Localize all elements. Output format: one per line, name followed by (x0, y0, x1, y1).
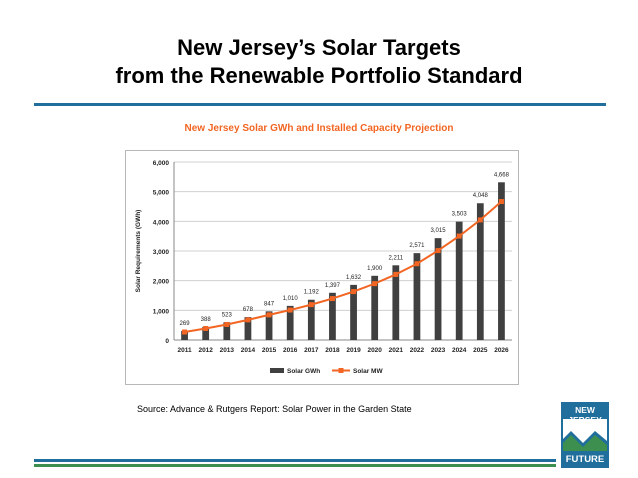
y-tick-label: 2,000 (153, 279, 170, 286)
x-tick-label: 2023 (431, 347, 446, 354)
point-solar-mw (414, 261, 420, 267)
slide-title-line2: from the Renewable Portfolio Standard (115, 63, 523, 88)
chart-frame: 0 1,000 2,000 3,000 4,000 5,000 6,000 Solar Req… (125, 150, 519, 385)
bar-solar-gwh (202, 326, 210, 340)
chart-svg: 0 1,000 2,000 3,000 4,000 5,000 6,000 Solar Req… (135, 160, 512, 375)
point-solar-mw (477, 217, 483, 223)
data-label-solar-mw: 4,048 (473, 193, 489, 199)
footer-rule-green (34, 464, 556, 467)
source-note: Source: Advance & Rutgers Report: Solar … (137, 404, 412, 414)
bar-solar-gwh (476, 203, 484, 340)
point-solar-mw (498, 199, 504, 205)
legend-marker-solar-mw (338, 368, 344, 373)
y-tick-label: 5,000 (153, 190, 170, 197)
title-divider (34, 103, 606, 106)
data-label-solar-mw: 3,503 (452, 212, 468, 218)
data-label-solar-mw: 1,010 (283, 296, 299, 302)
footer-rule-blue (34, 459, 556, 462)
slide-title-line1: New Jersey’s Solar Targets (177, 35, 461, 60)
point-solar-mw (329, 296, 335, 302)
nj-future-logo: NEW JERSEY FUTURE (561, 402, 609, 468)
x-tick-label: 2015 (262, 347, 277, 354)
bar-solar-gwh (181, 330, 188, 340)
logo-wave-icon (563, 419, 607, 451)
data-label-solar-mw: 3,015 (431, 228, 447, 234)
bar-solar-gwh (329, 292, 336, 340)
slide-title: New Jersey’s Solar Targets from the Rene… (0, 34, 638, 90)
bar-solar-gwh (244, 317, 252, 340)
point-solar-mw (224, 321, 230, 327)
point-solar-mw (308, 302, 314, 308)
data-label-solar-mw: 1,632 (346, 275, 362, 281)
point-solar-mw (372, 281, 378, 287)
bar-solar-gwh (392, 265, 400, 340)
x-tick-label: 2020 (367, 347, 382, 354)
x-tick-label: 2017 (304, 347, 319, 354)
x-tick-label: 2012 (198, 347, 213, 354)
data-label-solar-mw: 2,571 (409, 243, 425, 249)
legend-label-solar-mw: Solar MW (353, 368, 383, 375)
point-solar-mw (245, 317, 251, 323)
y-tick-label: 1,000 (153, 308, 170, 315)
bar-solar-gwh (223, 322, 231, 340)
x-tick-label: 2013 (220, 347, 235, 354)
point-solar-mw (456, 233, 462, 239)
bar-solar-gwh (498, 182, 505, 340)
point-solar-mw (203, 325, 209, 331)
x-tick-label: 2016 (283, 347, 298, 354)
legend-label-solar-gwh: Solar GWh (287, 368, 320, 375)
data-label-solar-mw: 523 (222, 312, 233, 318)
line-solar-mw (184, 200, 503, 334)
legend-swatch-solar-gwh (270, 368, 284, 373)
point-solar-mw (351, 289, 357, 295)
data-label-solar-mw: 678 (243, 307, 254, 313)
x-tick-label: 2024 (452, 347, 467, 354)
bar-solar-gwh (265, 311, 273, 340)
data-label-solar-mw: 269 (180, 321, 191, 327)
point-solar-mw (266, 312, 272, 318)
x-tick-label: 2018 (325, 347, 340, 354)
bar-solar-gwh (434, 238, 442, 340)
data-label-solar-mw: 847 (264, 301, 275, 307)
point-solar-mw (393, 271, 399, 277)
bar-solar-gwh (307, 299, 315, 340)
logo-text-bottom: FUTURE (565, 454, 605, 465)
data-label-solar-mw: 1,192 (304, 290, 320, 296)
bar-solar-gwh (455, 221, 463, 340)
y-axis-label: Solar Requirements (GWh) (135, 210, 142, 293)
point-solar-mw (435, 248, 441, 254)
y-tick-label: 3,000 (153, 249, 170, 256)
chart-title: New Jersey Solar GWh and Installed Capac… (184, 123, 454, 134)
data-label-solar-mw: 1,397 (325, 283, 341, 289)
x-tick-label: 2021 (389, 347, 404, 354)
bar-solar-gwh (286, 305, 294, 340)
data-label-solar-mw: 388 (201, 317, 212, 323)
y-tick-label: 6,000 (153, 160, 170, 167)
point-solar-mw (182, 329, 188, 335)
data-label-solar-mw: 4,668 (494, 172, 510, 178)
x-tick-label: 2026 (494, 347, 509, 354)
x-tick-label: 2019 (346, 347, 361, 354)
x-tick-label: 2025 (473, 347, 488, 354)
bar-solar-gwh (413, 253, 421, 340)
x-tick-label: 2022 (410, 347, 425, 354)
x-tick-label: 2014 (241, 347, 256, 354)
data-label-solar-mw: 1,900 (367, 266, 383, 272)
y-tick-label: 0 (165, 338, 169, 345)
data-label-solar-mw: 2,211 (389, 255, 404, 261)
bar-solar-gwh (350, 284, 357, 340)
point-solar-mw (287, 307, 293, 313)
y-tick-label: 4,000 (153, 219, 170, 226)
x-tick-label: 2011 (178, 347, 192, 354)
bar-solar-gwh (371, 275, 379, 340)
